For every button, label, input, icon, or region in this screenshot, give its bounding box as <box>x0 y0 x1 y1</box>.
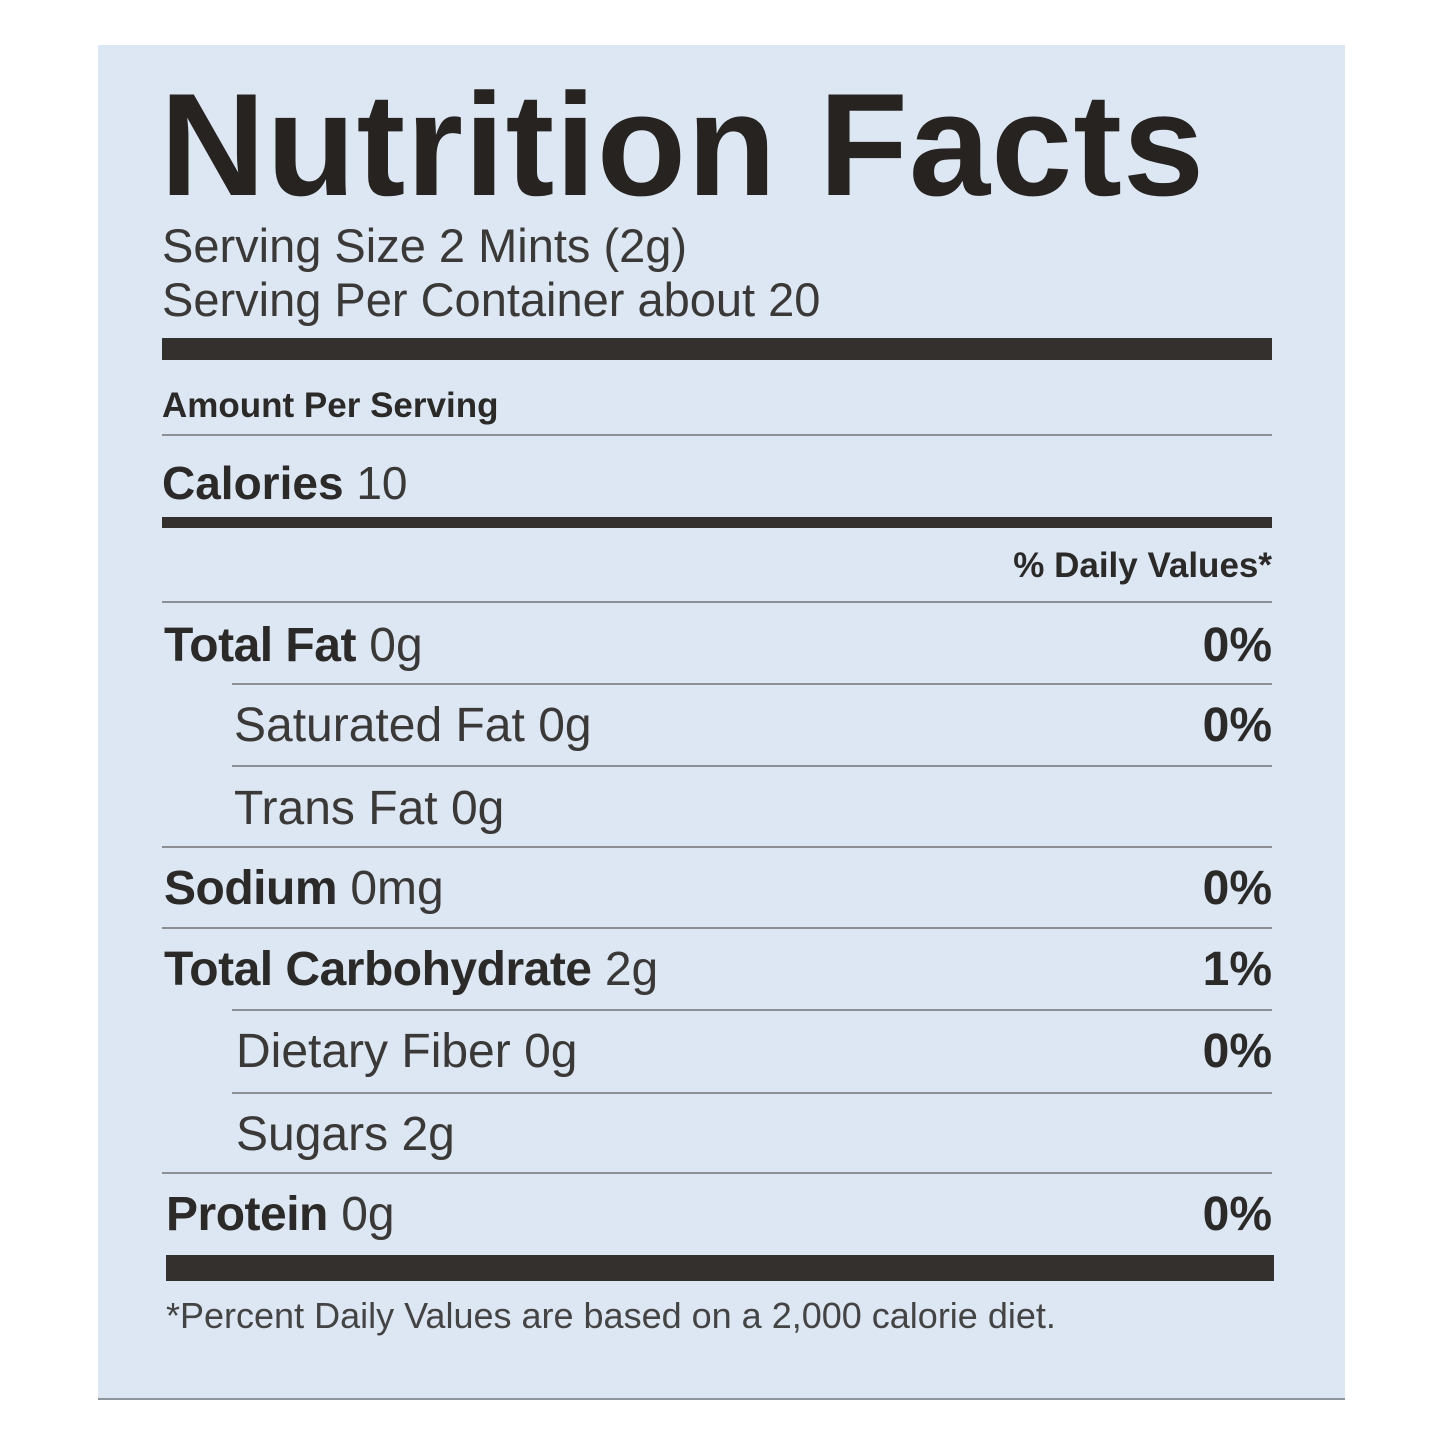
nutrient-row-saturated-fat: Saturated Fat 0g 0% <box>0 702 1445 762</box>
nutrient-row-sugars: Sugars 2g <box>0 1111 1445 1171</box>
calories-value: 10 <box>356 457 408 509</box>
nutrient-name: Sugars <box>236 1108 389 1161</box>
nutrition-label-panel <box>98 45 1345 1400</box>
thick-divider <box>162 338 1272 360</box>
nutrient-amount: 0g <box>524 1025 578 1078</box>
nutrient-dv: 0% <box>1202 1188 1272 1241</box>
footnote: *Percent Daily Values are based on a 2,0… <box>166 1295 1056 1336</box>
nutrient-row-total-fat: Total Fat 0g 0% <box>0 622 1445 682</box>
thick-divider <box>166 1255 1274 1281</box>
nutrient-amount: 2g <box>604 943 659 996</box>
medium-divider <box>162 517 1272 528</box>
serving-size: Serving Size 2 Mints (2g) <box>162 219 688 272</box>
amount-per-serving: Amount Per Serving <box>162 386 499 425</box>
nutrient-dv: 0% <box>1202 699 1272 752</box>
nutrient-name: Protein <box>166 1188 328 1241</box>
divider <box>162 434 1272 436</box>
nutrient-dv: 0% <box>1202 862 1272 915</box>
nutrient-name: Total Fat <box>164 619 356 672</box>
calories-label: Calories <box>162 457 344 509</box>
divider <box>232 765 1272 767</box>
nutrient-name: Saturated Fat <box>234 699 525 752</box>
divider <box>162 927 1272 929</box>
nutrient-row-total-carbohydrate: Total Carbohydrate 2g 1% <box>0 946 1445 1006</box>
nutrient-dv: 0% <box>1202 1025 1272 1078</box>
divider <box>232 683 1272 685</box>
nutrient-amount: 0g <box>341 1188 395 1241</box>
divider <box>162 1172 1272 1174</box>
nutrient-row-dietary-fiber: Dietary Fiber 0g 0% <box>0 1028 1445 1088</box>
nutrient-dv: 1% <box>1202 943 1272 996</box>
divider <box>162 601 1272 603</box>
calories-row: Calories 10 <box>162 460 407 506</box>
nutrient-row-protein: Protein 0g 0% <box>0 1191 1445 1251</box>
nutrient-amount: 0g <box>450 782 505 835</box>
nutrient-name: Trans Fat <box>234 782 438 835</box>
nutrient-amount: 2g <box>401 1108 455 1161</box>
nutrient-row-trans-fat: Trans Fat 0g <box>0 785 1445 845</box>
nutrient-name: Dietary Fiber <box>236 1025 511 1078</box>
divider <box>162 846 1272 848</box>
nutrient-amount: 0mg <box>350 862 444 915</box>
nutrient-name: Sodium <box>164 862 338 915</box>
nutrient-dv: 0% <box>1202 619 1272 672</box>
daily-values-header: % Daily Values* <box>1013 546 1272 585</box>
servings-per-container: Serving Per Container about 20 <box>162 273 821 326</box>
nutrient-row-sodium: Sodium 0mg 0% <box>0 865 1445 925</box>
divider <box>232 1092 1272 1094</box>
nutrient-amount: 0g <box>538 699 592 752</box>
divider <box>232 1009 1272 1011</box>
nutrient-name: Total Carbohydrate <box>164 943 592 996</box>
label-title: Nutrition Facts <box>160 63 1206 226</box>
nutrient-amount: 0g <box>369 619 423 672</box>
